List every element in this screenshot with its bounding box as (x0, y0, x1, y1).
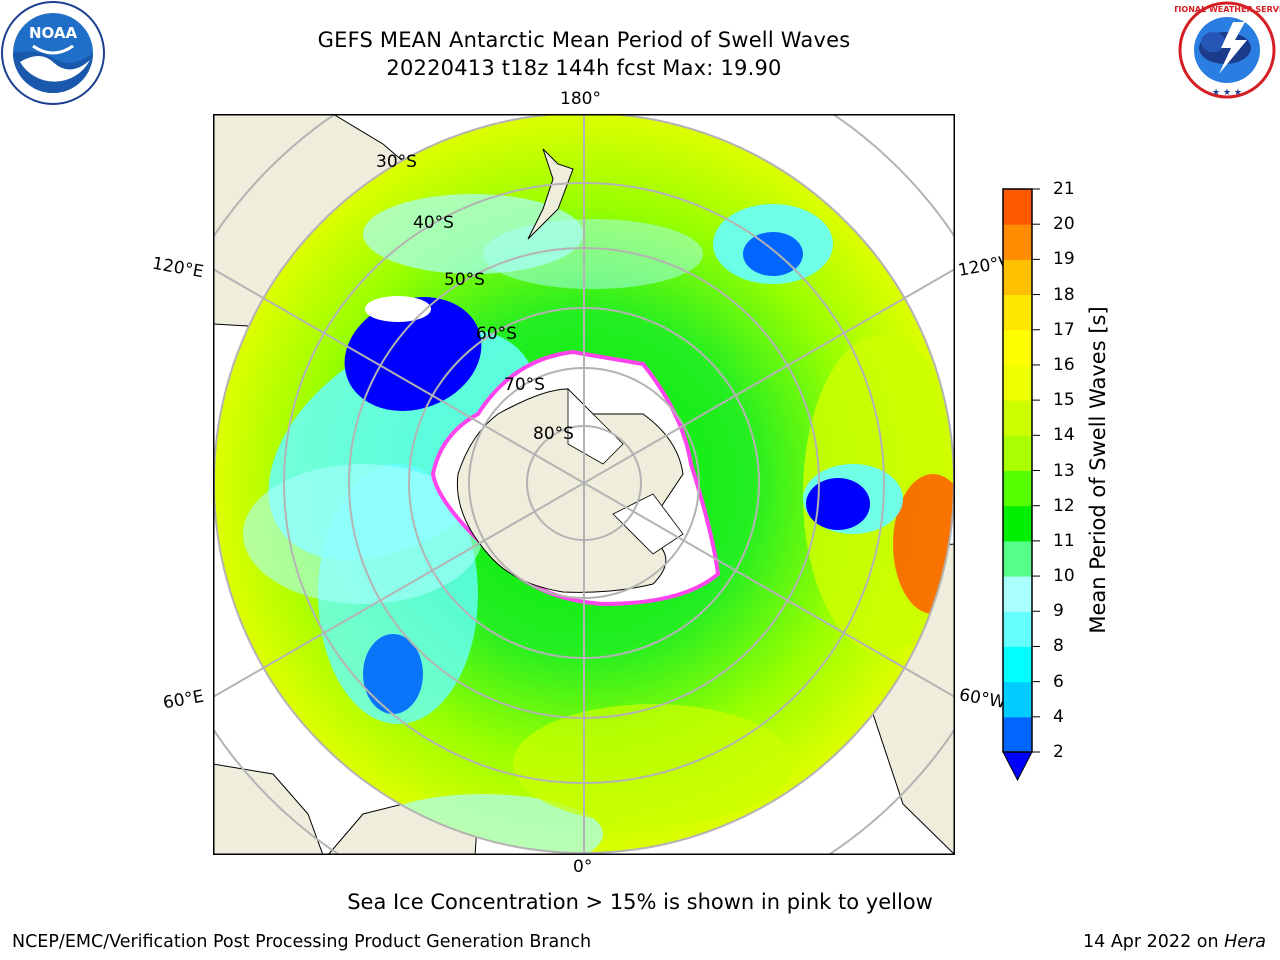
footer-host: Hera (1224, 932, 1266, 952)
colorbar-segment (1003, 716, 1032, 753)
national-weather-service-logo: NATIONAL WEATHER SERVICE ★ ★ ★ (1175, 1, 1280, 99)
colorbar-tick-label: 21 (1053, 179, 1075, 199)
colorbar-segment (1003, 400, 1032, 436)
polar-map (213, 114, 955, 855)
svg-text:★ ★ ★: ★ ★ ★ (1212, 88, 1242, 98)
colorbar-tick-label: 13 (1053, 460, 1075, 481)
colorbar-tick-label: 6 (1053, 671, 1064, 692)
colorbar-tick-label: 15 (1053, 390, 1075, 411)
colorbar-tick-label: 10 (1053, 566, 1075, 587)
colorbar-tick-label: 4 (1053, 706, 1064, 727)
colorbar-tick-label: 14 (1053, 425, 1075, 446)
colorbar-tick-label: 9 (1053, 601, 1064, 622)
colorbar-segment (1003, 189, 1032, 225)
colorbar-tick-label: 16 (1053, 354, 1075, 375)
colorbar-segment (1003, 681, 1032, 718)
colorbar-tick-label: 18 (1053, 284, 1075, 305)
lat-label-50s: 50°S (444, 270, 485, 290)
lon-label-0: 0° (573, 857, 593, 877)
colorbar-tick-label: 17 (1053, 319, 1075, 340)
caption: Sea Ice Concentration > 15% is shown in … (347, 890, 933, 914)
svg-text:NOAA: NOAA (29, 24, 78, 42)
colorbar-tick-label: 8 (1053, 636, 1064, 657)
colorbar-segment (1003, 294, 1032, 331)
lat-label-30s: 30°S (376, 152, 417, 172)
new-zealand-land (527, 148, 574, 240)
map-panel (213, 114, 955, 855)
madagascar-land (213, 763, 324, 855)
lon-label-60e: 60°E (161, 686, 206, 714)
lat-label-40s: 40°S (413, 213, 454, 233)
lat-label-70s: 70°S (504, 375, 545, 395)
colorbar-segment (1003, 329, 1032, 366)
colorbar-tick-label: 2 (1053, 742, 1064, 762)
noaa-logo: NOAA (1, 1, 105, 105)
colorbar-segment (1003, 259, 1032, 296)
colorbar-under-arrow (1002, 751, 1033, 782)
colorbar-segment (1003, 505, 1032, 542)
colorbar-segment (1003, 364, 1032, 401)
colorbar-segment (1003, 470, 1032, 507)
colorbar-segment (1003, 576, 1032, 612)
footer-credit: NCEP/EMC/Verification Post Processing Pr… (12, 932, 592, 952)
plot-title: GEFS MEAN Antarctic Mean Period of Swell… (317, 28, 851, 52)
footer-date: 14 Apr 2022 on Hera (1083, 932, 1266, 952)
colorbar-tick-label: 11 (1053, 530, 1075, 551)
colorbar-segment (1003, 540, 1032, 577)
colorbar-segment (1003, 611, 1032, 647)
colorbar-segment (1003, 435, 1032, 471)
colorbar-tick-label: 12 (1053, 495, 1075, 516)
colorbar-tick-label: 20 (1053, 214, 1075, 235)
colorbar (1002, 188, 1040, 782)
colorbar-segment (1003, 224, 1032, 260)
colorbar-tick-label: 19 (1053, 249, 1075, 270)
svg-text:NATIONAL WEATHER SERVICE: NATIONAL WEATHER SERVICE (1175, 5, 1280, 14)
plot-subtitle: 20220413 t18z 144h fcst Max: 19.90 (386, 56, 782, 80)
colorbar-segment (1003, 646, 1032, 683)
colorbar-label: Mean Period of Swell Waves [s] (1086, 306, 1110, 634)
lon-label-180: 180° (560, 89, 601, 109)
lat-label-60s: 60°S (476, 324, 517, 344)
lon-label-120e: 120°E (150, 253, 206, 283)
lat-label-80s: 80°S (533, 424, 574, 444)
